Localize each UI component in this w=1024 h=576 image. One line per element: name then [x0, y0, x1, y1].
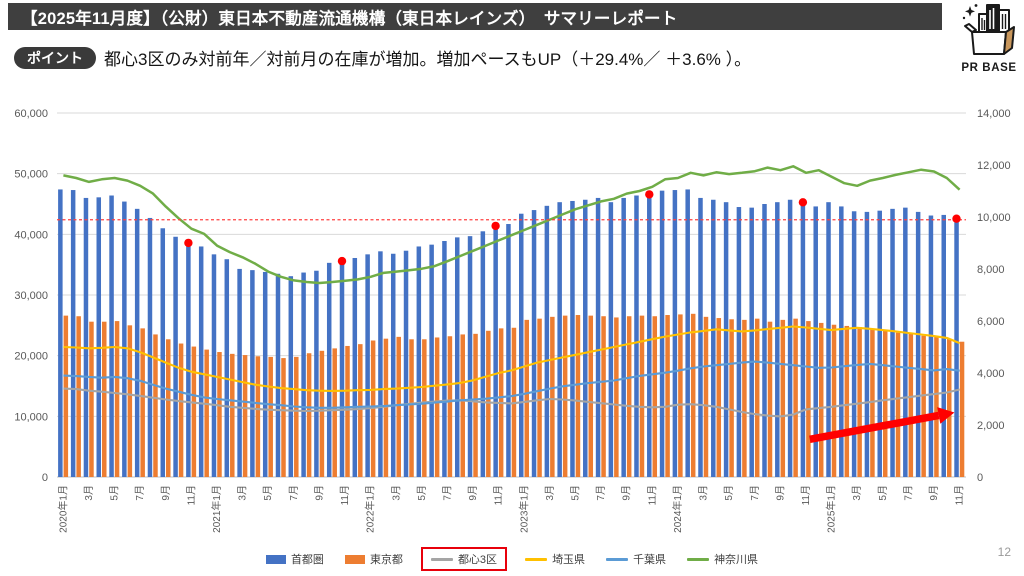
- legend-swatch-shutoken: [265, 554, 286, 564]
- legend-swatch-toshin3ku: [430, 557, 453, 561]
- legend-item-kanagawa: 神奈川県: [684, 549, 761, 569]
- legend-label-toshin3ku: 都心3区: [457, 554, 498, 566]
- right-axis-tick: 6,000: [977, 316, 1005, 328]
- increase-arrow-head: [937, 407, 955, 424]
- x-axis-tick: 11月: [800, 485, 812, 505]
- x-axis-tick: 11月: [646, 485, 658, 505]
- november-dot: [184, 238, 193, 248]
- right-axis-tick: 8,000: [977, 264, 1005, 276]
- axis-tick-labels: 0 10,000 20,000 30,000 40,000 50,000 60,000 0 2,…: [14, 108, 1010, 484]
- x-axis-tick: 7月: [288, 485, 300, 501]
- legend-label-tokyo: 東京都: [369, 554, 403, 566]
- pr-base-logo-text: PR BASE: [961, 62, 1017, 74]
- x-axis-tick: 3月: [698, 485, 710, 501]
- series-saitama: [63, 325, 960, 392]
- x-axis-tick: 3月: [83, 485, 95, 501]
- november-dot: [798, 198, 808, 207]
- left-axis-tick: 0: [42, 472, 48, 484]
- x-axis-tick: 11月: [185, 485, 197, 505]
- x-axis-tick: 11月: [339, 485, 351, 505]
- x-axis-tick: 7月: [134, 485, 146, 501]
- x-axis-tick: 9月: [774, 485, 786, 501]
- page-title: 【2025年11月度】（公財）東日本不動産流通機構（東日本レインズ） サマリーレ…: [21, 9, 678, 28]
- point-badge: ポイント: [14, 46, 96, 69]
- series-shutoken: [58, 189, 959, 478]
- x-axis-tick: 3月: [237, 485, 249, 501]
- header-bar: 【2025年11月度】（公財）東日本不動産流通機構（東日本レインズ） サマリーレ…: [8, 3, 942, 30]
- november-dot: [952, 214, 961, 223]
- series-toshin3ku: [63, 387, 960, 418]
- legend-item-tokyo: 東京都: [342, 549, 406, 569]
- right-axis-tick: 0: [977, 472, 983, 484]
- legend-swatch-chiba: [606, 557, 629, 561]
- x-axis-tick: 2021年1月: [210, 485, 223, 533]
- november-markers: [184, 190, 961, 266]
- legend-swatch-saitama: [525, 557, 548, 561]
- sparkle-icon: [962, 4, 978, 20]
- x-axis-tick: 9月: [467, 485, 479, 501]
- right-axis-tick: 2,000: [977, 420, 1005, 432]
- x-axis-tick: 5月: [262, 485, 274, 501]
- series-kanagawa: [63, 165, 961, 285]
- series-tokyo: [63, 313, 965, 477]
- x-axis-tick: 11月: [493, 485, 505, 505]
- right-axis-tick: 14,000: [977, 108, 1011, 120]
- chart-legend: 首都圏 東京都 都心3区 埼玉県 千葉県 神奈川県: [0, 547, 1024, 571]
- legend-label-shutoken: 首都圏: [290, 554, 324, 566]
- x-axis-tick: 2025年1月: [825, 485, 838, 533]
- legend-swatch-tokyo: [344, 554, 365, 564]
- legend-item-toshin3ku: 都心3区: [420, 547, 508, 571]
- x-axis-tick: 11月: [954, 485, 966, 505]
- left-axis-tick: 10,000: [14, 411, 48, 423]
- left-axis-tick: 40,000: [14, 229, 48, 241]
- x-axis-tick: 5月: [109, 485, 121, 501]
- legend-label-saitama: 埼玉県: [552, 554, 586, 566]
- series-chiba: [63, 360, 960, 409]
- x-axis-tick: 5月: [570, 485, 582, 501]
- x-axis-tick: 5月: [877, 485, 889, 501]
- x-axis-labels: 2020年1月 3月 5月 7月 9月 11月 2021年1月 3月 5月 7月 9月 11月 2022…: [56, 485, 965, 533]
- x-axis-tick: 9月: [160, 485, 172, 501]
- left-axis-tick: 20,000: [14, 351, 48, 363]
- x-axis-tick: 2022年1月: [364, 485, 377, 533]
- right-axis-tick: 12,000: [977, 160, 1011, 172]
- x-axis-tick: 9月: [313, 485, 325, 501]
- x-axis-tick: 2020年1月: [56, 485, 69, 533]
- legend-label-kanagawa: 神奈川県: [714, 554, 759, 566]
- x-axis-tick: 7月: [441, 485, 453, 501]
- x-axis-tick: 7月: [595, 485, 607, 501]
- x-axis-tick: 7月: [749, 485, 761, 501]
- x-axis-tick: 2024年1月: [671, 485, 684, 533]
- x-axis-tick: 3月: [390, 485, 402, 501]
- x-axis-tick: 5月: [723, 485, 735, 501]
- page-number: 12: [997, 545, 1011, 559]
- november-dot: [337, 256, 347, 266]
- x-axis-tick: 7月: [902, 485, 914, 501]
- x-axis-tick: 3月: [851, 485, 863, 501]
- left-axis-tick: 50,000: [14, 169, 48, 181]
- pr-base-logo: PR BASE: [957, 2, 1021, 74]
- november-dot: [491, 221, 500, 231]
- increase-arrow-shaft: [809, 411, 940, 443]
- legend-item-chiba: 千葉県: [603, 549, 669, 569]
- legend-label-chiba: 千葉県: [633, 554, 667, 566]
- x-axis-tick: 2023年1月: [517, 485, 530, 533]
- right-axis-tick: 4,000: [977, 368, 1005, 380]
- pr-base-logo-icon: [962, 4, 1015, 55]
- legend-item-shutoken: 首都圏: [263, 549, 327, 569]
- left-axis-tick: 30,000: [14, 290, 48, 302]
- x-axis-tick: 9月: [621, 485, 633, 501]
- x-axis-tick: 5月: [416, 485, 428, 501]
- legend-item-saitama: 埼玉県: [522, 549, 588, 569]
- inventory-combo-chart: 0 10,000 20,000 30,000 40,000 50,000 60,000 0 2,…: [14, 108, 1010, 533]
- november-dot: [645, 190, 654, 199]
- left-axis-tick: 60,000: [14, 108, 48, 120]
- point-row: ポイント 都心3区のみ対前年／対前月の在庫が増加。増加ペースもUP（＋29.4%…: [14, 45, 751, 70]
- point-text: 都心3区のみ対前年／対前月の在庫が増加。増加ペースもUP（＋29.4%／ ＋3.…: [104, 50, 752, 69]
- legend-swatch-kanagawa: [687, 557, 710, 561]
- x-axis-tick: 3月: [544, 485, 556, 501]
- right-axis-tick: 10,000: [977, 212, 1011, 224]
- x-axis-tick: 9月: [928, 485, 940, 501]
